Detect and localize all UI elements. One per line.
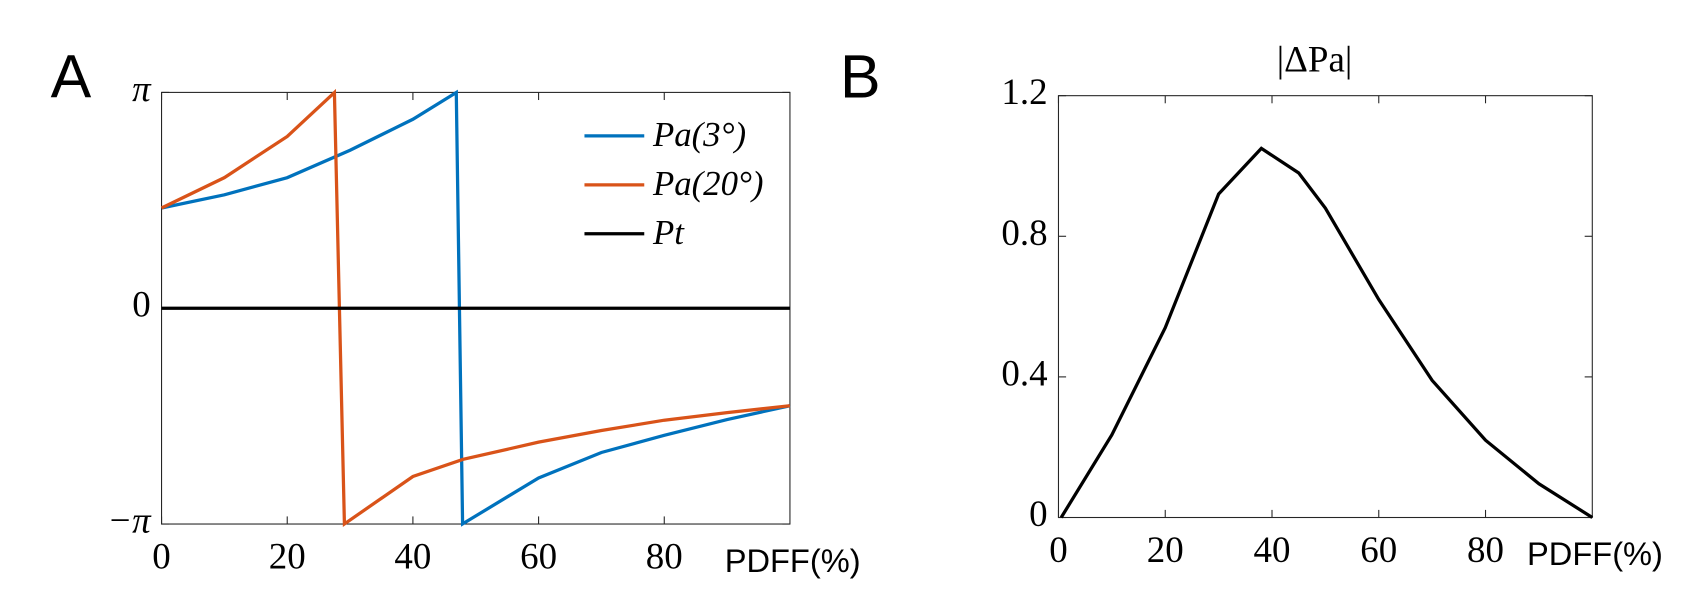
- x-tick-label: 80: [1467, 529, 1504, 570]
- panel-label: B: [840, 43, 881, 111]
- legend-label: Pt: [652, 213, 685, 252]
- x-tick-label: 80: [646, 535, 683, 576]
- series-line: [160, 88, 791, 527]
- x-tick-label: 0: [1049, 529, 1067, 570]
- y-tick-label: 0.8: [1001, 212, 1047, 253]
- x-axis-label: PDFF(%): [1527, 535, 1663, 572]
- plot-area: [1057, 95, 1593, 519]
- x-tick-label: 60: [520, 535, 557, 576]
- series-line: [1059, 146, 1594, 519]
- legend-label: Pa(3°): [652, 115, 746, 154]
- x-tick-label: 20: [1147, 529, 1184, 570]
- y-tick-label: 1.2: [1001, 71, 1047, 112]
- y-tick-label: −π: [107, 500, 152, 541]
- x-axis-label: PDFF(%): [725, 542, 861, 579]
- x-tick-label: 40: [394, 535, 431, 576]
- x-tick-label: 40: [1254, 529, 1291, 570]
- y-tick-label: 0.4: [1001, 352, 1047, 393]
- x-tick-label: 0: [152, 535, 170, 576]
- y-tick-label: 0: [1029, 493, 1047, 534]
- x-tick-label: 60: [1360, 529, 1397, 570]
- chart-title: |ΔPa|: [1277, 39, 1353, 80]
- y-tick-label: 0: [132, 284, 150, 325]
- x-tick-label: 20: [269, 535, 306, 576]
- y-tick-label: π: [132, 68, 152, 109]
- panel-label: A: [51, 43, 92, 111]
- legend-label: Pa(20°): [652, 164, 764, 203]
